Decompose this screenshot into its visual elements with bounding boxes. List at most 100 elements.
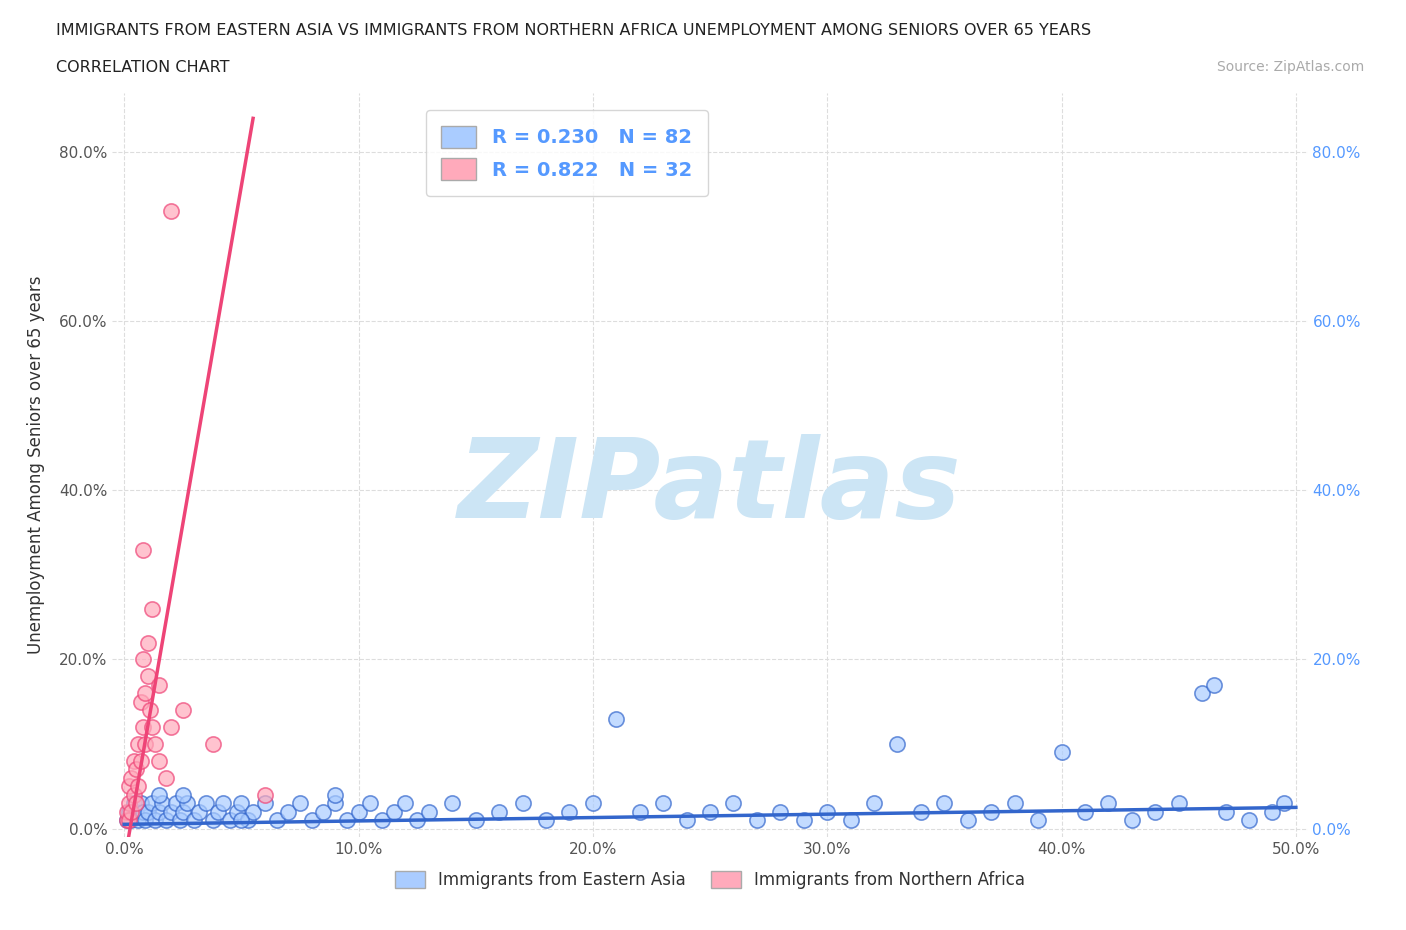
Point [863,796,886,811]
Point [129,796,152,811]
Point [148,804,170,819]
Point [336,813,359,828]
Point [118,804,141,819]
Text: CORRELATION CHART: CORRELATION CHART [56,60,229,75]
Text: IMMIGRANTS FROM EASTERN ASIA VS IMMIGRANTS FROM NORTHERN AFRICA UNEMPLOYMENT AMO: IMMIGRANTS FROM EASTERN ASIA VS IMMIGRAN… [56,23,1091,38]
Point [1004,796,1026,811]
Point [202,813,225,828]
Point [155,813,177,828]
Point [512,796,534,811]
Point [886,737,908,751]
Point [238,813,260,828]
Point [115,813,138,828]
Point [1144,804,1167,819]
Point [488,804,510,819]
Point [699,804,721,819]
Point [118,813,141,828]
Point [134,685,156,700]
Point [160,204,183,219]
Point [122,788,145,803]
Point [934,796,956,811]
Point [558,804,581,819]
Point [675,813,697,828]
Point [347,804,370,819]
Point [132,720,155,735]
Point [418,804,440,819]
Point [188,804,211,819]
Point [120,770,142,785]
Point [127,778,149,793]
Point [225,804,247,819]
Point [134,813,156,828]
Point [769,804,792,819]
Point [231,796,253,811]
Point [127,737,149,751]
Point [172,804,194,819]
Point [148,753,170,768]
Point [169,813,191,828]
Point [277,804,299,819]
Point [155,770,177,785]
Point [956,813,979,828]
Point [172,788,194,803]
Point [1237,813,1260,828]
Point [1202,677,1225,692]
Point [652,796,675,811]
Point [910,804,932,819]
Point [441,796,464,811]
Point [1261,804,1284,819]
Legend: Immigrants from Eastern Asia, Immigrants from Northern Africa: Immigrants from Eastern Asia, Immigrants… [388,864,1032,896]
Point [359,796,381,811]
Point [118,796,141,811]
Point [382,804,405,819]
Point [125,762,148,777]
Point [793,813,815,828]
Point [253,796,276,811]
Point [143,813,166,828]
Point [288,796,311,811]
Point [839,813,862,828]
Point [1050,745,1073,760]
Point [1167,796,1189,811]
Point [120,813,142,828]
Point [253,788,276,803]
Point [132,804,155,819]
Point [136,804,159,819]
Point [176,796,198,811]
Point [323,796,346,811]
Point [136,635,159,650]
Text: Source: ZipAtlas.com: Source: ZipAtlas.com [1216,60,1364,74]
Point [1026,813,1049,828]
Point [323,788,346,803]
Point [815,804,838,819]
Point [628,804,651,819]
Point [202,737,225,751]
Point [136,669,159,684]
Point [129,753,152,768]
Point [207,804,229,819]
Point [122,796,145,811]
Point [218,813,240,828]
Point [165,796,187,811]
Point [143,737,166,751]
Point [1191,685,1213,700]
Point [242,804,264,819]
Y-axis label: Unemployment Among Seniors over 65 years: Unemployment Among Seniors over 65 years [27,276,45,654]
Point [120,804,142,819]
Point [118,778,141,793]
Point [125,796,148,811]
Point [132,542,155,557]
Point [1272,796,1295,811]
Point [605,711,627,726]
Point [1121,813,1143,828]
Point [160,720,183,735]
Point [301,813,323,828]
Point [115,813,138,828]
Point [464,813,486,828]
Point [172,703,194,718]
Point [312,804,335,819]
Point [1215,804,1237,819]
Point [266,813,288,828]
Point [723,796,745,811]
Point [160,804,183,819]
